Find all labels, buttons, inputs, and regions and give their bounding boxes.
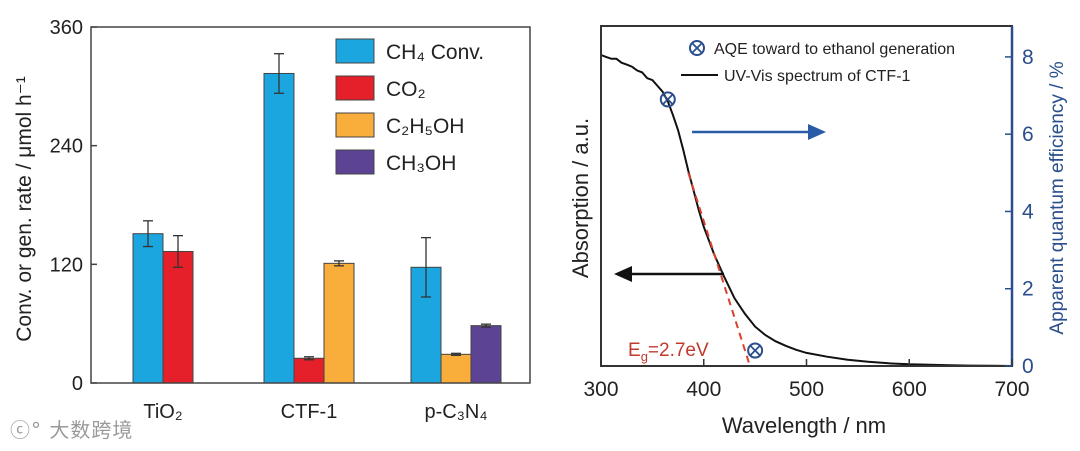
bar-TiO₂-CO₂ [162, 250, 194, 384]
left-axis-arrow-icon [614, 266, 632, 282]
spectrum-x-tick-label: 600 [892, 378, 927, 401]
bar-x-tick-label: p-C₃N₄ [425, 401, 488, 423]
spectrum-x-axis-label: Wavelength / nm [722, 413, 886, 438]
legend-uvvis-label: UV-Vis spectrum of CTF-1 [724, 68, 911, 85]
uvvis-spectrum-line [600, 54, 1013, 367]
spectrum-right-y-axis-label: Apparent quantum efficiency / % [1047, 61, 1068, 334]
spectrum-x-ticks: 300 400 500 600 700 [583, 359, 1030, 401]
watermark-text: 大数跨境 [49, 418, 134, 442]
spectrum-chart: 300 400 500 600 700 0 2 4 6 8 Wavelength / nm Ab… [568, 25, 1068, 438]
legend-swatch-3 [335, 149, 375, 175]
bandgap-annotation: Eg=2.7eV [628, 340, 709, 364]
bar-legend: CH₄ Conv. CO₂ C₂H₅OH CH₃OH [335, 38, 484, 175]
legend-swatch-0 [335, 38, 375, 64]
spectrum-x-tick-label: 300 [583, 378, 618, 401]
right-axis-arrow-icon [808, 124, 826, 140]
bar-CTF-1-CO₂ [293, 357, 325, 384]
bar-y-tick-label: 360 [50, 17, 83, 39]
bandgap-label-value: =2.7eV [648, 340, 709, 361]
bar-p-C₃N₄-C₂H₅OH [440, 353, 472, 384]
axis-arrows [614, 124, 826, 282]
spectrum-x-tick-label: 700 [994, 378, 1029, 401]
bar-x-tick-label: TiO₂ [143, 401, 182, 423]
legend-swatch-1 [335, 75, 375, 101]
legend-aqe-marker [689, 40, 705, 56]
bar-TiO₂-CH₄ Conv. [132, 233, 164, 384]
legend-label-0: CH₄ Conv. [386, 41, 484, 64]
aqe-point-0 [659, 91, 676, 108]
legend-label-2: C₂H₅OH [386, 115, 464, 138]
bar-x-tick-label: CTF-1 [281, 401, 338, 423]
bar-y-tick-label: 240 [50, 136, 83, 158]
watermark-icon: ⓒ° [10, 418, 42, 442]
bar-y-tick-label: 120 [50, 254, 83, 276]
bandgap-label-prefix: E [628, 340, 641, 361]
bar-axes [90, 26, 531, 384]
spectrum-x-tick-label: 500 [789, 378, 824, 401]
watermark: ⓒ° 大数跨境 [10, 414, 133, 443]
bandgap-label-subscript: g [641, 349, 648, 364]
bar-y-axis-label: Conv. or gen. rate / μmol h⁻¹ [13, 76, 36, 342]
spectrum-plot [600, 54, 1013, 367]
spectrum-right-y-ticks: 0 2 4 6 8 [1005, 46, 1034, 378]
bar-p-C₃N₄-CH₃OH [470, 325, 502, 384]
spectrum-right-y-tick-label: 2 [1022, 278, 1034, 301]
legend-aqe-label: AQE toward to ethanol generation [714, 41, 955, 58]
spectrum-right-y-tick-label: 0 [1022, 355, 1034, 378]
spectrum-right-y-tick-label: 4 [1022, 200, 1034, 223]
bandgap-fit-line [687, 172, 751, 367]
spectrum-right-y-tick-label: 6 [1022, 123, 1034, 146]
bar-CTF-1-C₂H₅OH [323, 262, 355, 384]
spectrum-right-y-tick-label: 8 [1022, 46, 1034, 69]
spectrum-legend: AQE toward to ethanol generation UV-Vis s… [681, 40, 955, 85]
legend-label-3: CH₃OH [386, 152, 456, 175]
spectrum-left-y-axis-label: Absorption / a.u. [568, 118, 593, 278]
bar-y-tick-label: 0 [72, 373, 83, 395]
bar-y-ticks: 0 120 240 360 [50, 17, 97, 395]
legend-label-1: CO₂ [386, 78, 426, 101]
bar-CTF-1-CH₄ Conv. [263, 72, 295, 384]
aqe-point-1 [747, 342, 764, 359]
bar-series-group [132, 53, 502, 384]
spectrum-x-tick-label: 400 [686, 378, 721, 401]
bar-chart: 0 120 240 360 TiO₂ CTF-1 p-C₃N₄ Conv. or gen.… [13, 17, 531, 423]
bar-plot-frame [90, 26, 531, 384]
legend-swatch-2 [335, 112, 375, 138]
bar-x-ticks: TiO₂ CTF-1 p-C₃N₄ [143, 401, 487, 423]
